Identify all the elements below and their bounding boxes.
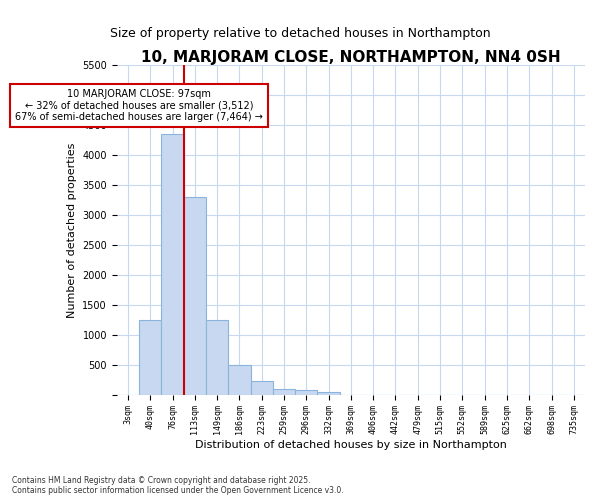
Bar	[251, 381, 273, 394]
Text: Contains HM Land Registry data © Crown copyright and database right 2025.
Contai: Contains HM Land Registry data © Crown c…	[12, 476, 344, 495]
Text: 10 MARJORAM CLOSE: 97sqm
← 32% of detached houses are smaller (3,512)
67% of sem: 10 MARJORAM CLOSE: 97sqm ← 32% of detach…	[15, 89, 263, 122]
Bar	[161, 134, 184, 394]
Title: 10, MARJORAM CLOSE, NORTHAMPTON, NN4 0SH: 10, MARJORAM CLOSE, NORTHAMPTON, NN4 0SH	[141, 50, 561, 65]
X-axis label: Distribution of detached houses by size in Northampton: Distribution of detached houses by size …	[195, 440, 507, 450]
Y-axis label: Number of detached properties: Number of detached properties	[67, 142, 77, 318]
Bar	[228, 364, 251, 394]
Text: Size of property relative to detached houses in Northampton: Size of property relative to detached ho…	[110, 28, 490, 40]
Bar	[139, 320, 161, 394]
Bar	[317, 392, 340, 394]
Bar	[295, 390, 317, 394]
Bar	[184, 197, 206, 394]
Bar	[206, 320, 228, 394]
Bar	[273, 388, 295, 394]
